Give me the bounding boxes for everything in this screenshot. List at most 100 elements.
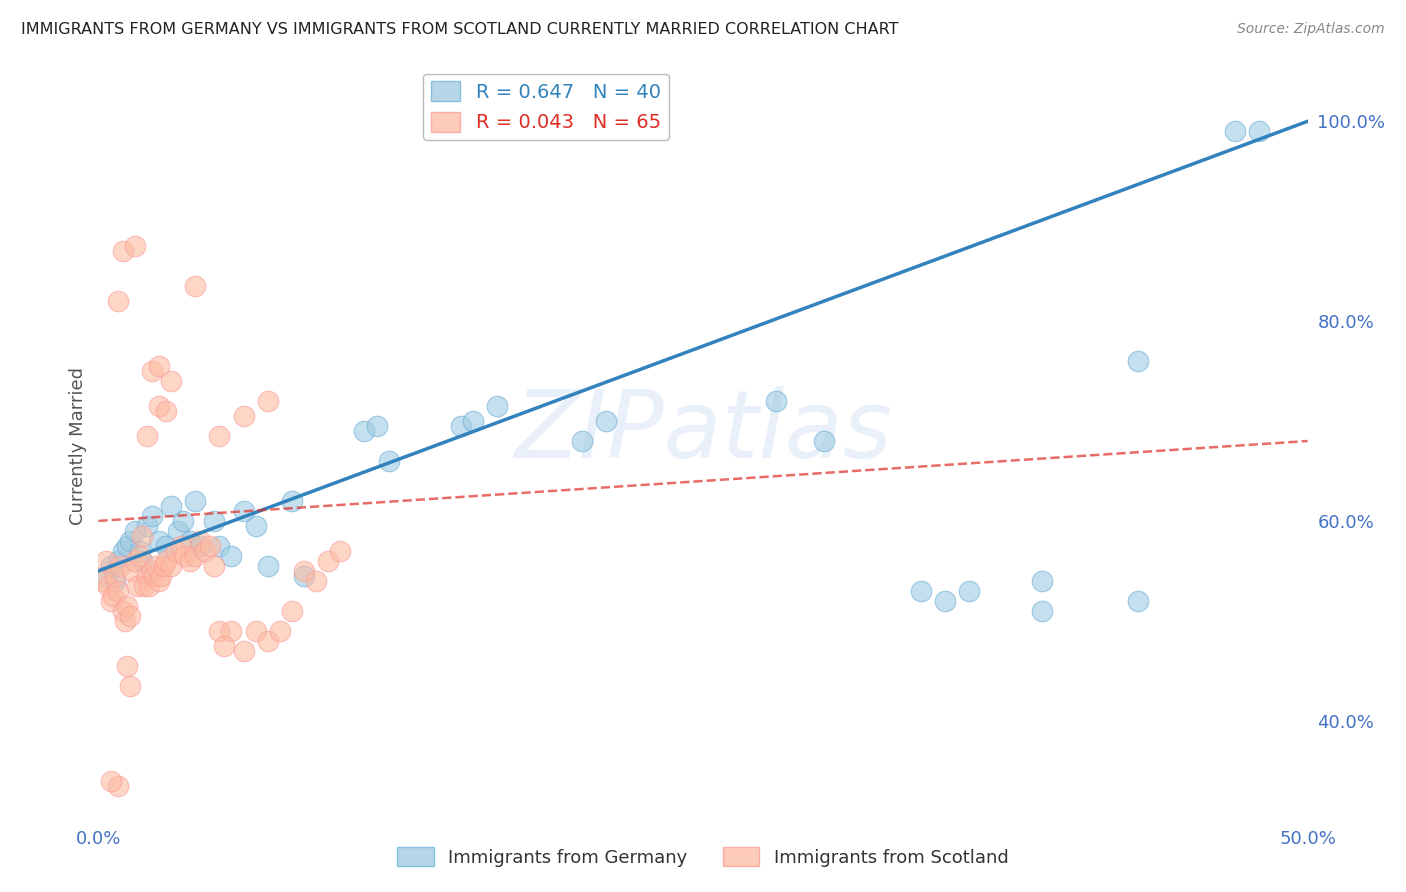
- Point: [221, 624, 243, 638]
- Point: [141, 364, 163, 378]
- Point: [135, 569, 157, 583]
- Point: [117, 599, 139, 613]
- Point: [281, 604, 304, 618]
- Point: [148, 359, 170, 373]
- Point: [107, 583, 129, 598]
- Point: [281, 494, 304, 508]
- Point: [256, 558, 278, 573]
- Point: [128, 549, 150, 563]
- Point: [145, 558, 167, 573]
- Point: [208, 429, 231, 443]
- Point: [232, 504, 254, 518]
- Point: [463, 414, 485, 428]
- Point: [595, 414, 617, 428]
- Point: [179, 554, 201, 568]
- Point: [169, 539, 191, 553]
- Legend: R = 0.647   N = 40, R = 0.043   N = 65: R = 0.647 N = 40, R = 0.043 N = 65: [423, 73, 668, 140]
- Point: [138, 579, 160, 593]
- Point: [366, 419, 388, 434]
- Point: [150, 569, 173, 583]
- Point: [111, 244, 134, 259]
- Point: [172, 514, 194, 528]
- Point: [107, 554, 129, 568]
- Point: [910, 583, 932, 598]
- Point: [160, 374, 183, 388]
- Point: [100, 773, 122, 788]
- Point: [148, 574, 170, 588]
- Point: [1031, 604, 1053, 618]
- Point: [208, 539, 231, 553]
- Point: [117, 658, 139, 673]
- Point: [134, 579, 156, 593]
- Point: [104, 569, 127, 583]
- Point: [97, 579, 120, 593]
- Point: [232, 644, 254, 658]
- Point: [124, 524, 146, 538]
- Text: Source: ZipAtlas.com: Source: ZipAtlas.com: [1237, 22, 1385, 37]
- Text: IMMIGRANTS FROM GERMANY VS IMMIGRANTS FROM SCOTLAND CURRENTLY MARRIED CORRELATIO: IMMIGRANTS FROM GERMANY VS IMMIGRANTS FR…: [21, 22, 898, 37]
- Point: [292, 564, 315, 578]
- Point: [813, 434, 835, 448]
- Point: [107, 294, 129, 309]
- Point: [765, 394, 787, 409]
- Point: [353, 424, 375, 438]
- Point: [107, 779, 129, 793]
- Point: [450, 419, 472, 434]
- Point: [148, 533, 170, 548]
- Point: [1128, 594, 1150, 608]
- Point: [124, 554, 146, 568]
- Point: [305, 574, 328, 588]
- Point: [316, 554, 339, 568]
- Point: [957, 583, 980, 598]
- Point: [269, 624, 291, 638]
- Point: [121, 564, 143, 578]
- Point: [94, 554, 117, 568]
- Point: [184, 494, 207, 508]
- Point: [198, 539, 221, 553]
- Point: [232, 409, 254, 423]
- Point: [94, 569, 117, 583]
- Point: [114, 614, 136, 628]
- Text: ZIPatlas: ZIPatlas: [515, 385, 891, 476]
- Point: [155, 554, 177, 568]
- Point: [179, 533, 201, 548]
- Point: [108, 558, 131, 573]
- Point: [167, 524, 190, 538]
- Point: [100, 558, 122, 573]
- Y-axis label: Currently Married: Currently Married: [69, 367, 87, 525]
- Point: [1249, 124, 1271, 138]
- Point: [377, 454, 399, 468]
- Point: [135, 429, 157, 443]
- Point: [1128, 354, 1150, 368]
- Point: [118, 679, 141, 693]
- Point: [188, 539, 211, 553]
- Point: [118, 533, 141, 548]
- Point: [101, 589, 124, 603]
- Point: [128, 544, 150, 558]
- Point: [174, 549, 197, 563]
- Point: [486, 873, 509, 888]
- Point: [104, 574, 127, 588]
- Point: [571, 434, 593, 448]
- Point: [184, 279, 207, 293]
- Point: [256, 633, 278, 648]
- Point: [184, 549, 207, 563]
- Point: [143, 569, 166, 583]
- Point: [111, 604, 134, 618]
- Point: [188, 533, 211, 548]
- Point: [245, 519, 267, 533]
- Point: [141, 508, 163, 523]
- Point: [148, 399, 170, 413]
- Point: [131, 554, 153, 568]
- Point: [155, 539, 177, 553]
- Point: [221, 549, 243, 563]
- Point: [135, 519, 157, 533]
- Point: [212, 639, 235, 653]
- Point: [127, 579, 149, 593]
- Point: [111, 544, 134, 558]
- Point: [329, 544, 352, 558]
- Point: [141, 564, 163, 578]
- Point: [160, 499, 183, 513]
- Point: [245, 624, 267, 638]
- Point: [118, 608, 141, 623]
